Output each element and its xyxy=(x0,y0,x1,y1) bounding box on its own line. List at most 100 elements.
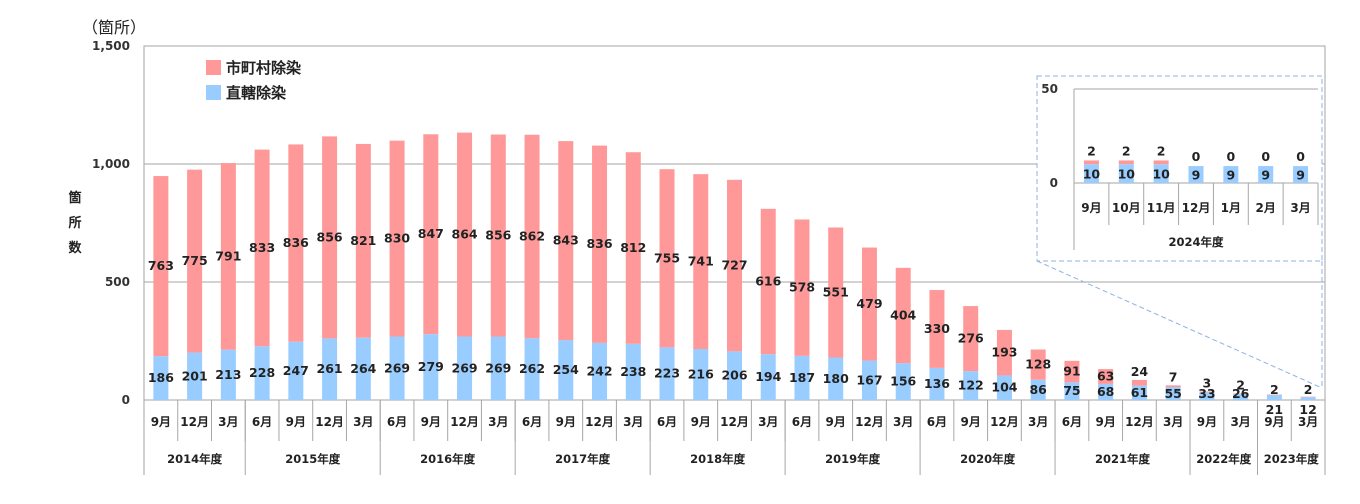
legend-swatch-municipal xyxy=(206,60,221,75)
bar-municipal xyxy=(625,152,641,344)
inset-data-label-direct: 10 xyxy=(1152,167,1170,182)
data-label-direct: 201 xyxy=(182,368,208,383)
inset-data-label-municipal: 2 xyxy=(1122,143,1131,158)
data-label-municipal: 616 xyxy=(755,274,781,289)
inset-x-tick-label: 2月 xyxy=(1256,201,1276,215)
data-label-direct: 68 xyxy=(1097,384,1114,399)
data-label-direct: 223 xyxy=(654,366,680,381)
data-label-municipal: 755 xyxy=(654,250,680,265)
bar-direct xyxy=(895,363,911,400)
x-group-label: 2015年度 xyxy=(285,452,341,466)
data-label-direct: 228 xyxy=(249,365,275,380)
inset-data-label-municipal: 2 xyxy=(1157,143,1166,158)
data-label-direct: 186 xyxy=(148,370,174,385)
data-label-municipal: 763 xyxy=(148,258,174,273)
bar-direct xyxy=(1064,382,1080,400)
bar-direct xyxy=(322,338,338,400)
x-tick-label: 9月 xyxy=(1197,415,1217,429)
data-label-municipal: 7 xyxy=(1169,369,1178,384)
inset-bar-direct xyxy=(1223,166,1239,183)
inset-bar-direct xyxy=(1083,164,1099,183)
x-axis: 9月 12月 3月 6月 9月 12月 3月 6月 9月 12月 3月 6月 9月 12月 3月 6月 9月 12… xyxy=(143,400,1326,475)
x-tick-label: 9月 xyxy=(691,415,711,429)
bar-municipal xyxy=(1131,379,1147,386)
bar-municipal xyxy=(996,329,1012,376)
data-label-direct: 242 xyxy=(586,363,612,378)
bar-direct xyxy=(1266,395,1282,400)
x-tick-label: 3月 xyxy=(758,415,778,429)
bar-municipal xyxy=(153,176,169,357)
data-label-direct: 264 xyxy=(350,361,376,376)
data-label-municipal: 833 xyxy=(249,240,275,255)
data-label-municipal: 864 xyxy=(452,227,478,242)
data-label-direct: 156 xyxy=(890,374,916,389)
data-label-municipal: 2 xyxy=(1270,382,1279,397)
inset-data-label-municipal: 2 xyxy=(1087,143,1096,158)
data-label-direct: 213 xyxy=(215,367,241,382)
data-label-direct: 12 xyxy=(1299,402,1316,417)
inset-x-tick-label: 12月 xyxy=(1182,201,1211,215)
data-label-municipal: 830 xyxy=(384,231,410,246)
bar-direct xyxy=(1199,392,1215,400)
data-label-direct: 26 xyxy=(1232,386,1250,401)
x-tick-label: 12月 xyxy=(990,415,1019,429)
inset-x-tick-label: 9月 xyxy=(1081,201,1101,215)
bar-municipal xyxy=(1064,360,1080,383)
bar-municipal xyxy=(760,208,776,355)
bar-direct xyxy=(187,352,203,400)
data-label-municipal: 775 xyxy=(182,253,208,268)
x-tick-label: 12月 xyxy=(1125,415,1154,429)
x-tick-label: 3月 xyxy=(1028,415,1048,429)
bar-direct xyxy=(929,367,945,400)
bar-direct xyxy=(389,336,405,400)
bar-municipal xyxy=(1165,385,1181,388)
bar-municipal xyxy=(693,174,709,350)
inset-data-label-direct: 10 xyxy=(1083,167,1101,182)
x-tick-label: 6月 xyxy=(252,415,272,429)
bar-municipal xyxy=(1098,369,1114,384)
bar-municipal xyxy=(963,306,979,372)
inset-data-label-municipal: 0 xyxy=(1296,149,1305,164)
unit-label: （箇所） xyxy=(82,18,146,37)
data-label-municipal: 63 xyxy=(1097,369,1114,384)
inset-y-tick-label: 50 xyxy=(1041,82,1058,96)
inset-chart: 0 50 10 2 9月 10 2 10月 10 2 11月 9 0 12月 9 0 1月 9 0 2月 9 0 3月 202… xyxy=(1036,75,1323,389)
data-label-direct: 21 xyxy=(1266,402,1283,417)
x-tick-label: 3月 xyxy=(893,415,913,429)
x-group-label: 2022年度 xyxy=(1196,452,1252,466)
data-label-municipal: 821 xyxy=(350,233,376,248)
bar-direct xyxy=(861,360,877,400)
x-tick-label: 3月 xyxy=(1163,415,1183,429)
y-tick-label: 1,000 xyxy=(92,157,130,171)
bar-municipal xyxy=(929,290,945,368)
bar-municipal xyxy=(457,132,473,337)
bar-municipal xyxy=(187,169,203,353)
bar-municipal xyxy=(727,179,742,352)
y-axis-label: 箇所数 xyxy=(68,190,82,256)
data-label-direct: 206 xyxy=(721,368,747,383)
inset-data-label-municipal: 0 xyxy=(1192,149,1201,164)
bar-municipal xyxy=(288,144,304,342)
x-group-label: 2021年度 xyxy=(1095,452,1151,466)
data-label-municipal: 856 xyxy=(317,229,343,244)
bar-municipal xyxy=(1030,349,1046,380)
bar-direct xyxy=(828,357,844,400)
data-label-direct: 61 xyxy=(1131,385,1148,400)
bar-direct xyxy=(659,347,675,400)
data-label-direct: 104 xyxy=(991,380,1017,395)
bar-direct xyxy=(423,334,439,400)
x-tick-label: 9月 xyxy=(286,415,306,429)
bars: 1867632017752137912288332478362618562648… xyxy=(148,132,1317,417)
x-group-label: 2023年度 xyxy=(1264,452,1320,466)
data-label-municipal: 727 xyxy=(721,258,747,273)
data-label-municipal: 128 xyxy=(1025,357,1051,372)
data-label-municipal: 193 xyxy=(991,345,1017,360)
inset-x-tick-label: 3月 xyxy=(1290,201,1310,215)
data-label-direct: 194 xyxy=(755,369,781,384)
x-tick-label: 6月 xyxy=(522,415,542,429)
bar-municipal xyxy=(355,143,371,338)
inset-bar-municipal xyxy=(1083,160,1099,165)
x-group-label: 2019年度 xyxy=(825,452,881,466)
x-group-label: 2014年度 xyxy=(167,452,223,466)
